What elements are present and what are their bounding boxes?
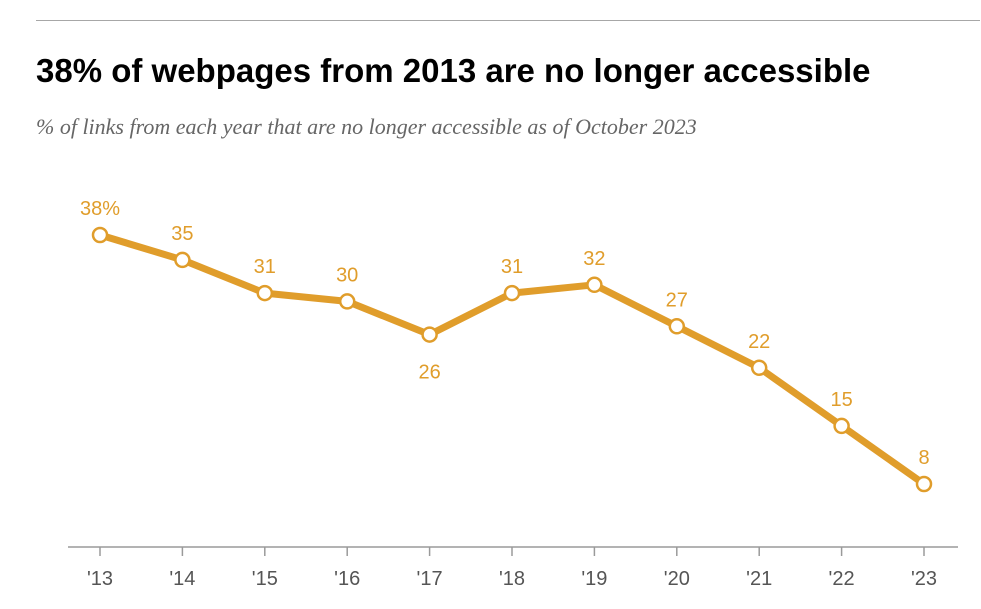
data-label: 30 xyxy=(336,264,358,286)
data-point xyxy=(503,284,521,302)
data-label: 26 xyxy=(418,362,440,384)
x-tick-label: '18 xyxy=(499,568,525,590)
data-point xyxy=(586,276,603,294)
data-point xyxy=(338,293,356,310)
chart-subtitle: % of links from each year that are no lo… xyxy=(36,114,697,139)
data-point xyxy=(91,226,109,244)
x-tick-label: '19 xyxy=(581,568,607,590)
data-label: 32 xyxy=(583,248,605,270)
x-tick-label: '13 xyxy=(87,568,113,590)
data-label: 35 xyxy=(171,223,193,245)
data-label: 38% xyxy=(80,198,120,220)
data-label: 8 xyxy=(918,447,929,469)
x-tick-label: '21 xyxy=(746,568,772,590)
data-point xyxy=(750,359,768,377)
x-tick-label: '23 xyxy=(911,568,937,590)
x-tick-label: '22 xyxy=(829,568,855,590)
x-tick-label: '14 xyxy=(169,568,195,590)
data-point xyxy=(668,318,686,335)
data-label: 15 xyxy=(830,389,852,411)
data-point xyxy=(915,475,933,493)
data-point xyxy=(421,326,438,343)
data-point xyxy=(256,284,274,302)
data-label: 31 xyxy=(254,256,276,278)
data-point xyxy=(833,417,850,435)
data-label: 22 xyxy=(748,331,770,353)
top-rule xyxy=(36,20,980,21)
data-point xyxy=(174,251,191,269)
x-tick-label: '15 xyxy=(252,568,278,590)
chart-title: 38% of webpages from 2013 are no longer … xyxy=(36,52,871,89)
x-tick-label: '17 xyxy=(417,568,443,590)
data-label: 27 xyxy=(666,289,688,311)
data-label: 31 xyxy=(501,256,523,278)
x-tick-label: '16 xyxy=(334,568,360,590)
x-tick-label: '20 xyxy=(664,568,690,590)
